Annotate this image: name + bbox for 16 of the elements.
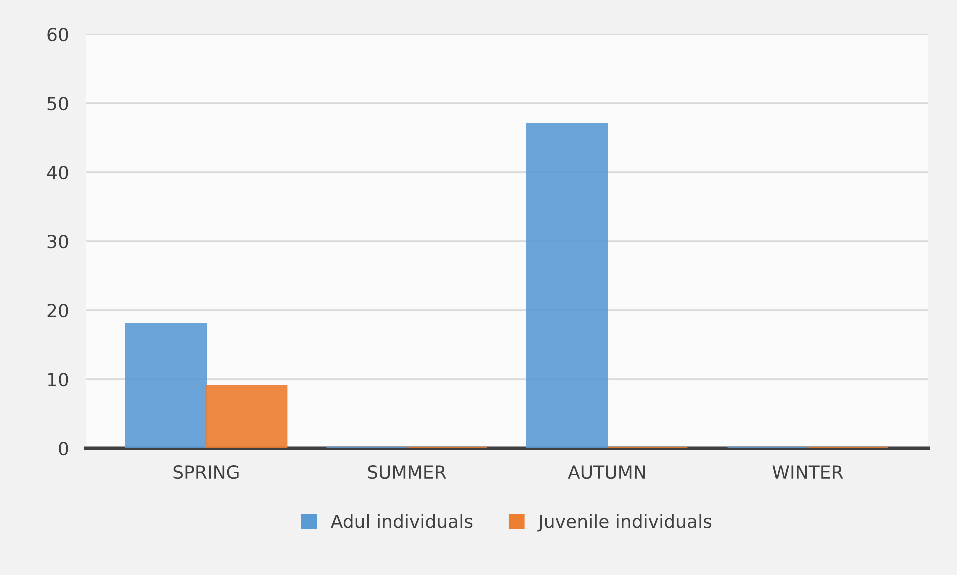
x-tick-label: SUMMER	[368, 465, 446, 480]
x-tick-label: WINTER	[772, 466, 844, 479]
bar	[125, 323, 208, 448]
legend-label: Adul individuals	[330, 514, 473, 528]
y-tick-label: 0	[59, 442, 68, 456]
x-tick-label: SPRING	[174, 465, 239, 480]
y-tick-label: 30	[48, 234, 68, 249]
y-tick-label: 10	[48, 372, 68, 387]
legend-label: Juvenile individuals	[538, 514, 712, 532]
bar	[205, 385, 288, 448]
y-tick-label: 20	[48, 304, 68, 318]
bar	[526, 123, 609, 448]
y-tick-label: 60	[48, 28, 68, 42]
y-tick-label: 50	[48, 96, 68, 111]
x-tick-label: AUTUMN	[568, 466, 646, 480]
y-tick-label: 40	[47, 166, 68, 180]
